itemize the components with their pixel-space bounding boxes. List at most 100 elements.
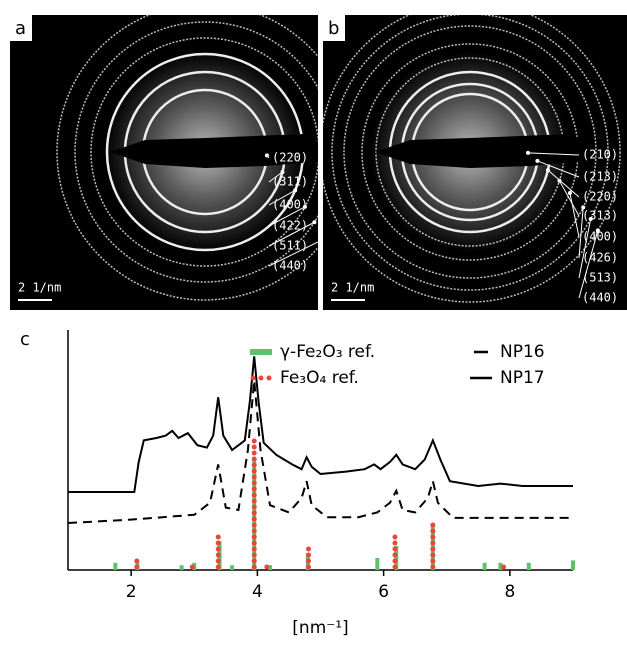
- reference-dot: [251, 546, 257, 552]
- x-axis-label: [nm⁻¹]: [292, 618, 348, 638]
- ring-label: (511): [272, 239, 308, 253]
- reference-dot: [430, 522, 436, 528]
- reference-dots: [392, 534, 398, 570]
- legend-swatch: [266, 375, 272, 381]
- diffraction-pattern: [323, 15, 621, 303]
- ring-arrow-head: [535, 158, 540, 163]
- ring-arrow-head: [302, 204, 307, 209]
- ring-arrow-head: [581, 205, 586, 210]
- reference-dot: [251, 564, 257, 570]
- diffraction-ring: [343, 25, 597, 279]
- reference-dot: [392, 540, 398, 546]
- ring-arrow: [537, 160, 580, 178]
- panel-label-box: [10, 15, 32, 41]
- reference-dot: [306, 546, 312, 552]
- reference-dot: [251, 528, 257, 534]
- ring-arrow: [569, 192, 580, 238]
- reference-dot: [392, 564, 398, 570]
- reference-dots: [215, 534, 221, 570]
- ring-label: (313): [582, 209, 618, 223]
- ring-label: (213): [582, 170, 618, 184]
- ring-arrow: [559, 180, 580, 217]
- ring-arrow-head: [557, 178, 562, 183]
- legend-label: NP17: [500, 368, 545, 388]
- diffraction-ring: [74, 21, 318, 283]
- reference-dots: [430, 522, 436, 570]
- x-tick-label: 8: [504, 582, 515, 602]
- ring-arrow: [268, 189, 296, 206]
- reference-dot: [251, 558, 257, 564]
- reference-dot: [215, 564, 221, 570]
- reference-bar: [571, 560, 575, 570]
- reference-dot: [430, 558, 436, 564]
- diffraction-ring: [331, 15, 609, 291]
- ring-label: (210): [582, 148, 618, 162]
- reference-dot: [215, 552, 221, 558]
- beam-stop: [110, 134, 315, 168]
- reference-dots: [251, 438, 257, 570]
- reference-dot: [430, 528, 436, 534]
- ring-arrow-head: [293, 188, 298, 193]
- ring-label: (311): [272, 175, 308, 189]
- reference-dot: [430, 564, 436, 570]
- legend-swatch: [258, 375, 264, 381]
- reference-dots: [189, 564, 195, 570]
- curve: [67, 380, 573, 524]
- reference-dot: [251, 456, 257, 462]
- reference-dot: [430, 552, 436, 558]
- reference-dot: [251, 492, 257, 498]
- beam-stop: [375, 134, 580, 168]
- reference-dot: [251, 468, 257, 474]
- ring-arrow-head: [525, 150, 530, 155]
- reference-dots: [306, 546, 312, 570]
- reference-bar: [179, 565, 184, 570]
- reference-dots: [501, 564, 507, 570]
- legend-label: γ-Fe₂O₃ ref.: [280, 342, 375, 362]
- reference-dot: [251, 504, 257, 510]
- panel-label-box: [323, 15, 345, 41]
- reference-bar: [498, 562, 503, 570]
- ring-label: (400): [582, 230, 618, 244]
- ring-arrow: [578, 230, 599, 299]
- reference-bar: [482, 562, 487, 570]
- reference-dot: [251, 522, 257, 528]
- panel-label: b: [328, 18, 339, 39]
- legend-swatch: [250, 349, 272, 355]
- reference-dot: [215, 558, 221, 564]
- ring-arrow: [527, 152, 580, 156]
- reference-dot: [251, 498, 257, 504]
- reference-dot: [215, 540, 221, 546]
- reference-dot: [306, 564, 312, 570]
- reference-dot: [392, 558, 398, 564]
- reference-dot: [189, 564, 195, 570]
- panel-label: c: [20, 329, 30, 350]
- legend-label: Fe₃O₄ ref.: [280, 368, 359, 388]
- reference-dot: [306, 558, 312, 564]
- reference-dot: [251, 534, 257, 540]
- scale-bar-label: 2 1/nm: [331, 281, 374, 295]
- diffraction-ring: [56, 15, 318, 301]
- reference-dot: [215, 546, 221, 552]
- x-tick-label: 4: [252, 582, 263, 602]
- diffraction-pattern: [56, 15, 318, 301]
- x-tick-label: 2: [126, 582, 137, 602]
- curve: [68, 356, 573, 493]
- ring-label: (220): [582, 190, 618, 204]
- reference-dot: [251, 444, 257, 450]
- reference-bar: [230, 565, 235, 570]
- reference-bar: [113, 562, 118, 570]
- reference-dot: [392, 546, 398, 552]
- reference-dot: [251, 486, 257, 492]
- reference-dot: [306, 552, 312, 558]
- reference-dot: [251, 450, 257, 456]
- ring-label: (220): [272, 151, 308, 165]
- reference-bar: [375, 558, 380, 570]
- reference-dot: [501, 564, 507, 570]
- ring-label: (422): [272, 219, 308, 233]
- ring-arrow: [268, 221, 315, 247]
- ring-arrow: [268, 206, 306, 227]
- ring-arrow: [268, 171, 283, 183]
- x-tick-label: 6: [378, 582, 389, 602]
- reference-dot: [251, 462, 257, 468]
- diffraction-ring: [323, 15, 621, 303]
